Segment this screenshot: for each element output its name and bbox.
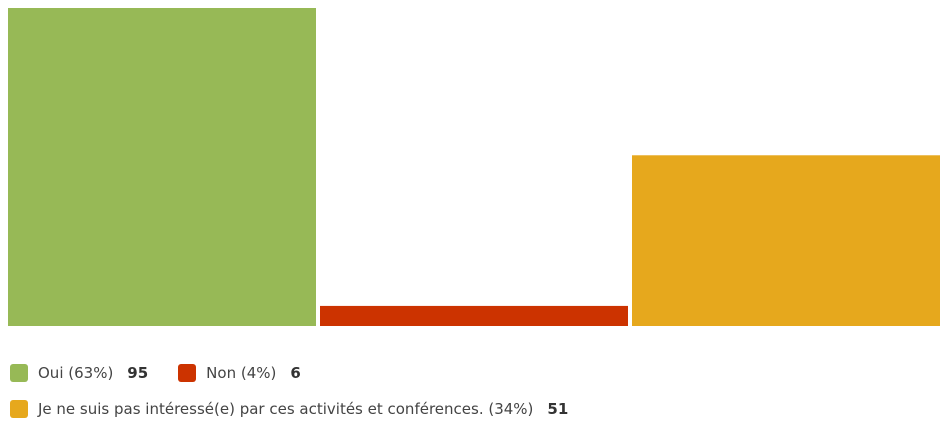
legend-label: Je ne suis pas intéressé(e) par ces acti… — [38, 400, 534, 418]
legend-item: Je ne suis pas intéressé(e) par ces acti… — [10, 398, 900, 420]
legend-label: Non (4%) — [206, 364, 277, 382]
legend-value: 51 — [547, 400, 569, 418]
legend-value: 95 — [127, 364, 149, 382]
legend-label: Oui (63%) — [38, 364, 114, 382]
bar — [320, 305, 628, 326]
bar — [8, 8, 316, 326]
legend: Oui (63%) 95 Non (4%) 6 Je ne suis pas intér… — [10, 362, 930, 420]
bar — [632, 155, 940, 326]
plot — [8, 8, 940, 326]
legend-swatch — [10, 400, 28, 418]
legend-swatch — [10, 364, 28, 382]
legend-item: Non (4%) 6 — [178, 362, 301, 384]
legend-swatch — [178, 364, 197, 382]
legend-item: Oui (63%) 95 — [10, 362, 148, 384]
legend-value: 6 — [290, 364, 301, 382]
